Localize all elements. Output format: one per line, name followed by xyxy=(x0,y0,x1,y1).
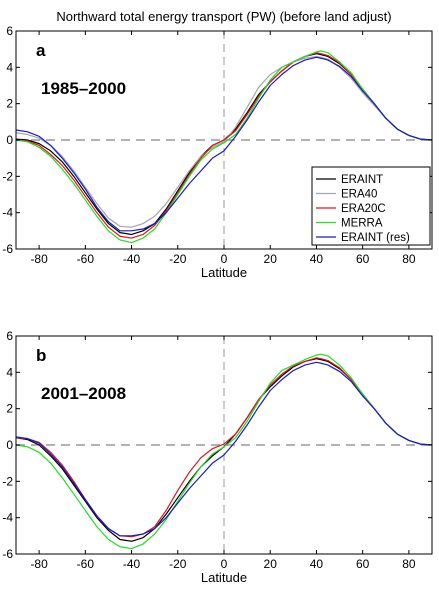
legend-label-eraint-res: ERAINT (res) xyxy=(341,232,410,244)
panel-a-xtick-label: 20 xyxy=(264,252,278,266)
panel-b-xtick-label: 20 xyxy=(264,557,278,571)
panel-b-xtick-label: 80 xyxy=(402,557,416,571)
panel-a-period: 1985–2000 xyxy=(41,79,126,98)
panel-b-ytick-label: 2 xyxy=(6,402,13,416)
legend-box xyxy=(311,166,431,246)
panel-a-series-layer xyxy=(15,50,433,244)
panel-a-xtick-label: 0 xyxy=(221,252,228,266)
panel-b-ytick-label: -4 xyxy=(2,511,13,525)
panel-b-ytick-label: -6 xyxy=(2,547,13,561)
panel-b-xtick-label: -80 xyxy=(30,557,48,571)
panel-a-ytick-label: 2 xyxy=(6,97,13,111)
panel-a-series-era40 xyxy=(15,55,433,228)
panel-a-series-eraint-res xyxy=(15,56,433,232)
panel-a-ytick-label: -4 xyxy=(2,206,13,220)
figure-title: Northward total energy transport (PW) (b… xyxy=(56,9,391,24)
panel-a-xtick-label: -80 xyxy=(30,252,48,266)
panel-a-letter: a xyxy=(36,41,46,60)
panel-a-series-merra xyxy=(15,50,433,244)
panel-b-xtick-label: -20 xyxy=(169,557,187,571)
panel-b-ytick-label: -2 xyxy=(2,474,13,488)
legend-label-era20c: ERA20C xyxy=(341,203,386,215)
panel-b-series-eraint-res xyxy=(15,361,433,537)
panel-a-xtick-label: -60 xyxy=(77,252,95,266)
legend-label-merra: MERRA xyxy=(341,218,383,230)
panel-b-xtick-label: -60 xyxy=(77,557,95,571)
panel-a-xtick-label: 40 xyxy=(310,252,324,266)
panel-b-xtick-label: 40 xyxy=(310,557,324,571)
panel-a-ytick-label: -6 xyxy=(2,242,13,256)
legend: ERAINT ERA40 ERA20C MERRA ERAINT (res) xyxy=(311,166,431,246)
panel-b-period: 2001–2008 xyxy=(41,384,126,403)
panel-a-xtick-label: 80 xyxy=(402,252,416,266)
panel-a-ytick-label: -2 xyxy=(2,169,13,183)
panel-a-xlabel: Latitude xyxy=(201,265,247,280)
panel-a-ytick-label: 4 xyxy=(6,60,13,74)
panel-b-ytick-label: 4 xyxy=(6,365,13,379)
panel-b-xtick-label: 0 xyxy=(221,557,228,571)
panel-b-xtick-label: 60 xyxy=(356,557,370,571)
panel-b-ytick-label: 0 xyxy=(6,438,13,452)
panel-b-series-merra xyxy=(15,353,433,550)
legend-label-era40: ERA40 xyxy=(341,189,377,201)
panel-a-ytick-label: 6 xyxy=(6,24,13,38)
panel-a-xtick-label: -20 xyxy=(169,252,187,266)
panel-b-xtick-label: -40 xyxy=(123,557,141,571)
panel-a-xtick-label: -40 xyxy=(123,252,141,266)
panel-b-ytick-label: 6 xyxy=(6,329,13,343)
panel-b-xlabel: Latitude xyxy=(201,570,247,585)
panel-b-series-layer xyxy=(15,353,433,550)
legend-label-eraint: ERAINT xyxy=(341,174,383,186)
panel-b-letter: b xyxy=(36,346,46,365)
panel-a-xtick-label: 60 xyxy=(356,252,370,266)
panel-a-ytick-label: 0 xyxy=(6,133,13,147)
